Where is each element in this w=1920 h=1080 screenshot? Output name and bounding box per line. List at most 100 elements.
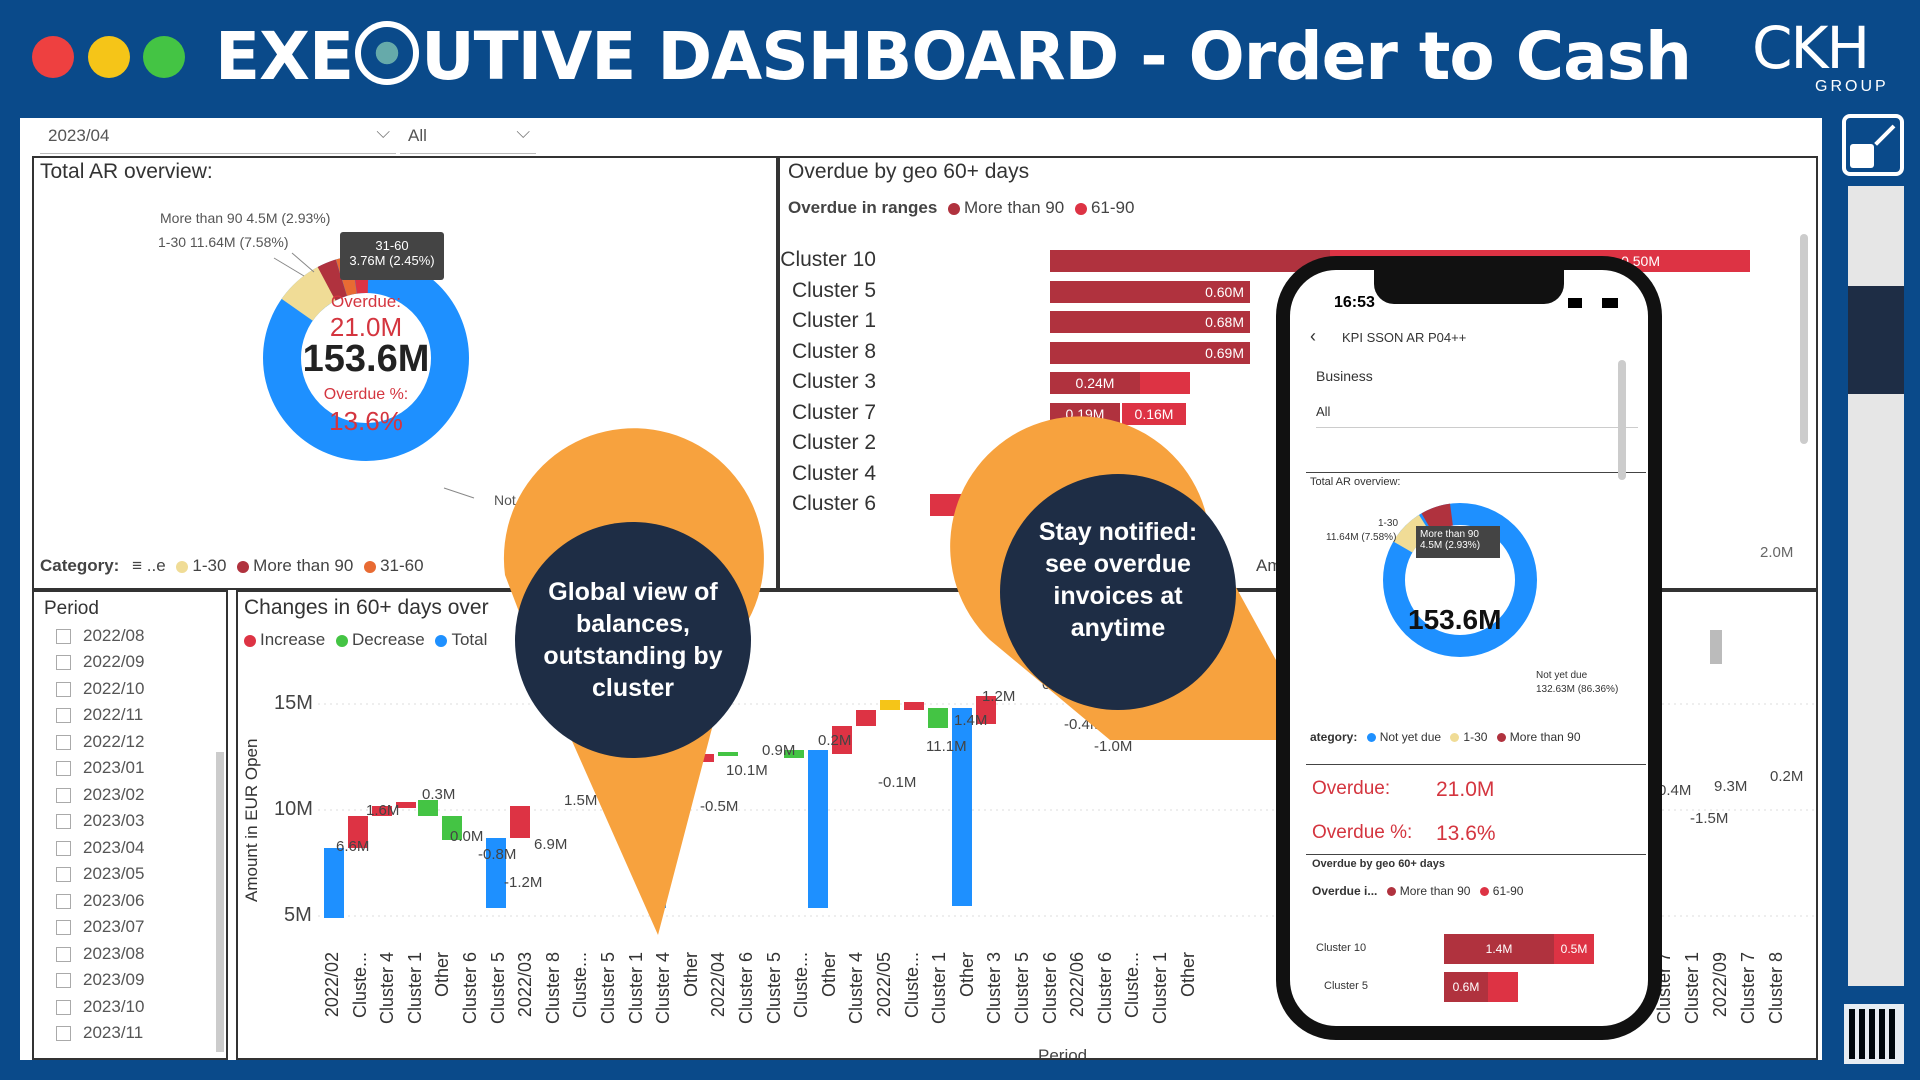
geo-bar-cluster-2[interactable] [1050, 433, 1106, 455]
ar-overdue-pct-value: 13.6% [329, 406, 403, 436]
period-item[interactable]: 2023/03 [56, 811, 144, 831]
wf-label: -1.5M [1690, 810, 1729, 827]
geo-bar-cluster-6[interactable]: -0.33 [930, 494, 1040, 516]
wf-bar[interactable] [784, 750, 804, 758]
phone-tooltip-val: 4.5M (2.93%) [1420, 540, 1481, 551]
geo-bar-cluster-10[interactable] [1050, 250, 1330, 272]
cluster-label: Cluster 7 [791, 401, 876, 424]
phone-ar-title: Total AR overview: [1310, 476, 1401, 488]
phone-label-1-30: 1-30 [1378, 518, 1399, 529]
bar-label: -0.33 [1006, 497, 1038, 513]
geo-bar-cluster-3-61-90[interactable] [1140, 372, 1190, 394]
business-slicer[interactable]: All ⌵ [400, 118, 536, 154]
x-tick-label: Cluster 5 [1012, 952, 1032, 1025]
period-item[interactable]: 2022/12 [56, 732, 144, 752]
wf-bar[interactable] [808, 750, 828, 908]
ar-label-1-30: 1-30 11.64M (7.58%) [158, 234, 289, 250]
period-item[interactable]: 2023/07 [56, 917, 144, 937]
phone-notdue: Not yet due [1536, 670, 1588, 681]
period-item[interactable]: 2023/08 [56, 944, 144, 964]
back-chevron-icon[interactable]: ‹ [1310, 326, 1316, 346]
close-window-dot[interactable] [32, 36, 74, 78]
wf-bar[interactable] [646, 772, 666, 908]
wf-bar[interactable] [718, 752, 738, 756]
period-item[interactable]: 2023/02 [56, 785, 144, 805]
wf-bar[interactable] [510, 806, 530, 838]
scrollbar-thumb[interactable] [1848, 286, 1904, 394]
wf-bar[interactable] [670, 762, 690, 778]
period-item[interactable]: 2022/08 [56, 626, 144, 646]
category-label: Category: [40, 556, 120, 575]
period-item[interactable]: 2023/01 [56, 758, 144, 778]
phone-overdue-label: Overdue: [1312, 778, 1391, 799]
geo-bar-cluster-7[interactable]: 0.19M [1050, 403, 1120, 425]
wf-bar[interactable] [396, 802, 416, 808]
geo-bar-cluster-5[interactable]: 0.60M [1050, 281, 1250, 303]
wf-label: -0.4M [1064, 716, 1103, 733]
bar-label: 0.68M [1205, 314, 1244, 330]
x-tick-label: Cluster 4 [846, 952, 867, 1025]
x-tick-label: Cluste... [1122, 952, 1143, 1019]
filter-icon[interactable]: ≡ [132, 556, 143, 575]
phone-legend-more-than-90: More than 90 [1509, 730, 1581, 744]
globe-o-icon [355, 21, 420, 85]
geo-axis-max: 2.0M [1760, 544, 1794, 561]
x-tick-label: Cluste... [791, 952, 812, 1019]
wf-bar[interactable] [904, 702, 924, 710]
phone-geo-bar-cluster-5-61-90[interactable] [1488, 972, 1518, 1002]
period-item[interactable]: 2023/05 [56, 864, 144, 884]
wf-bar[interactable] [856, 710, 876, 726]
wf-bar[interactable] [418, 800, 438, 816]
ar-overdue-value: 21.0M [329, 312, 403, 342]
wf-bar[interactable] [832, 726, 852, 754]
cluster-label: Cluster 1 [791, 309, 876, 332]
wf-bar[interactable] [610, 772, 630, 782]
x-axis-title: Period [1038, 1046, 1088, 1060]
wf-bar[interactable] [372, 806, 392, 816]
maximize-window-dot[interactable] [143, 36, 185, 78]
geo-bar-cluster-1[interactable]: 0.68M [1050, 311, 1250, 333]
wf-bar[interactable] [486, 838, 506, 908]
wf-bar[interactable] [324, 848, 344, 918]
geo-scrollbar[interactable] [1800, 234, 1808, 444]
phone-cluster-label: Cluster 10 [1316, 942, 1367, 954]
phone-time: 16:53 [1334, 294, 1375, 311]
wf-bar[interactable] [952, 708, 972, 906]
x-tick-label: Other [432, 952, 453, 998]
phone-geo-bar-cluster-5[interactable]: 0.6M [1444, 972, 1488, 1002]
wf-bar[interactable] [694, 754, 714, 762]
phone-pct-label: Overdue %: [1312, 822, 1413, 843]
phone-geo-bar-cluster-10-61-90[interactable]: 0.5M [1554, 934, 1594, 964]
period-item[interactable]: 2023/10 [56, 997, 144, 1017]
period-item[interactable]: 2022/10 [56, 679, 144, 699]
period-item[interactable]: 2022/09 [56, 652, 144, 672]
wf-bar[interactable] [442, 816, 462, 840]
wf-bar[interactable] [928, 708, 948, 728]
geo-bar-cluster-3[interactable]: 0.24M [1050, 372, 1140, 394]
phone-scrollbar[interactable] [1618, 360, 1626, 480]
wf-scroll-handle[interactable] [1710, 630, 1722, 664]
minimize-window-dot[interactable] [88, 36, 130, 78]
geo-legend-title: Overdue in ranges [788, 198, 938, 217]
period-item[interactable]: 2023/09 [56, 970, 144, 990]
period-slicer[interactable]: 2023/04 ⌵ [40, 118, 396, 154]
period-item[interactable]: 2023/11 [56, 1023, 143, 1043]
bar-label: 0.19M [1065, 406, 1105, 422]
wf-bar[interactable] [880, 700, 900, 710]
x-tick-label: 2022/02 [322, 952, 342, 1018]
period-item[interactable]: 2023/06 [56, 891, 144, 911]
wf-bar[interactable] [348, 816, 368, 848]
phone-geo-bar-cluster-10[interactable]: 1.4M [1444, 934, 1554, 964]
period-scrollbar[interactable] [216, 752, 224, 1052]
phone-overdue-value: 21.0M [1436, 778, 1495, 801]
expand-icon[interactable] [1842, 114, 1904, 176]
period-item[interactable]: 2023/04 [56, 838, 144, 858]
geo-bar-cluster-8[interactable]: 0.69M [1050, 342, 1250, 364]
phone-business-select[interactable]: All [1316, 404, 1638, 428]
x-tick-label: 2022/09 [1710, 952, 1730, 1018]
geo-bar-cluster-7-61-90[interactable]: 0.16M [1122, 403, 1186, 425]
phone-label-1-30-val: 11.64M (7.58%) [1326, 532, 1397, 543]
period-item[interactable]: 2022/11 [56, 705, 143, 725]
legend-increase: Increase [260, 630, 326, 649]
wf-label: 10.1M [726, 762, 768, 779]
